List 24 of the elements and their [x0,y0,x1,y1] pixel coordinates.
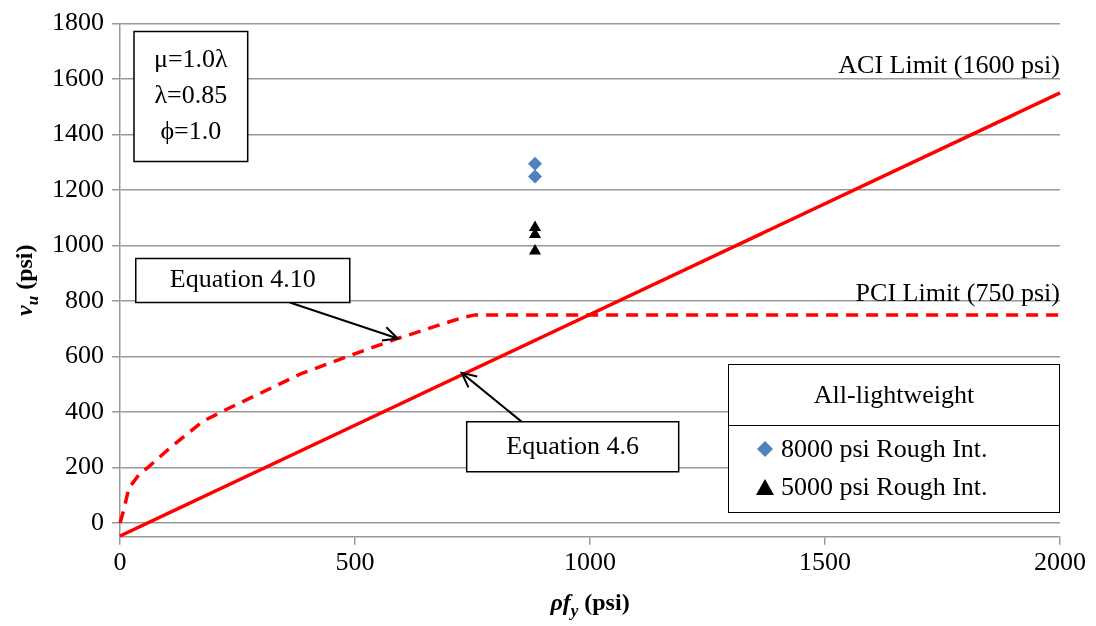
y-tick-label: 1600 [52,62,104,92]
y-tick-label: 1200 [52,173,104,203]
legend-label: 8000 psi Rough Int. [781,433,988,464]
y-tick-label: 400 [65,395,104,425]
annotation: μ=1.0λ λ=0.85 ϕ=1.0 [154,44,229,146]
y-tick-label: 0 [91,506,104,536]
x-tick-label: 500 [335,547,375,577]
y-tick-label: 1400 [52,118,104,148]
x-tick-label: 1000 [564,547,616,577]
legend-label: 5000 psi Rough Int. [781,471,988,502]
y-tick-label: 200 [65,451,104,481]
legend-title: All-lightweight [728,363,1060,426]
annotation: PCI Limit (750 psi) [855,277,1060,307]
y-tick-label: 1800 [52,7,104,37]
annotation: Equation 4.10 [169,264,316,294]
annotation: Equation 4.6 [506,430,640,460]
y-axis-title: vu (psi) [11,244,42,316]
y-tick-label: 1000 [52,229,104,259]
y-tick-label: 600 [65,340,104,370]
annotation: ACI Limit (1600 psi) [838,50,1060,80]
x-tick-label: 0 [113,547,127,577]
x-tick-label: 1500 [799,547,851,577]
x-tick-label: 2000 [1034,547,1086,577]
y-tick-label: 800 [65,284,104,314]
